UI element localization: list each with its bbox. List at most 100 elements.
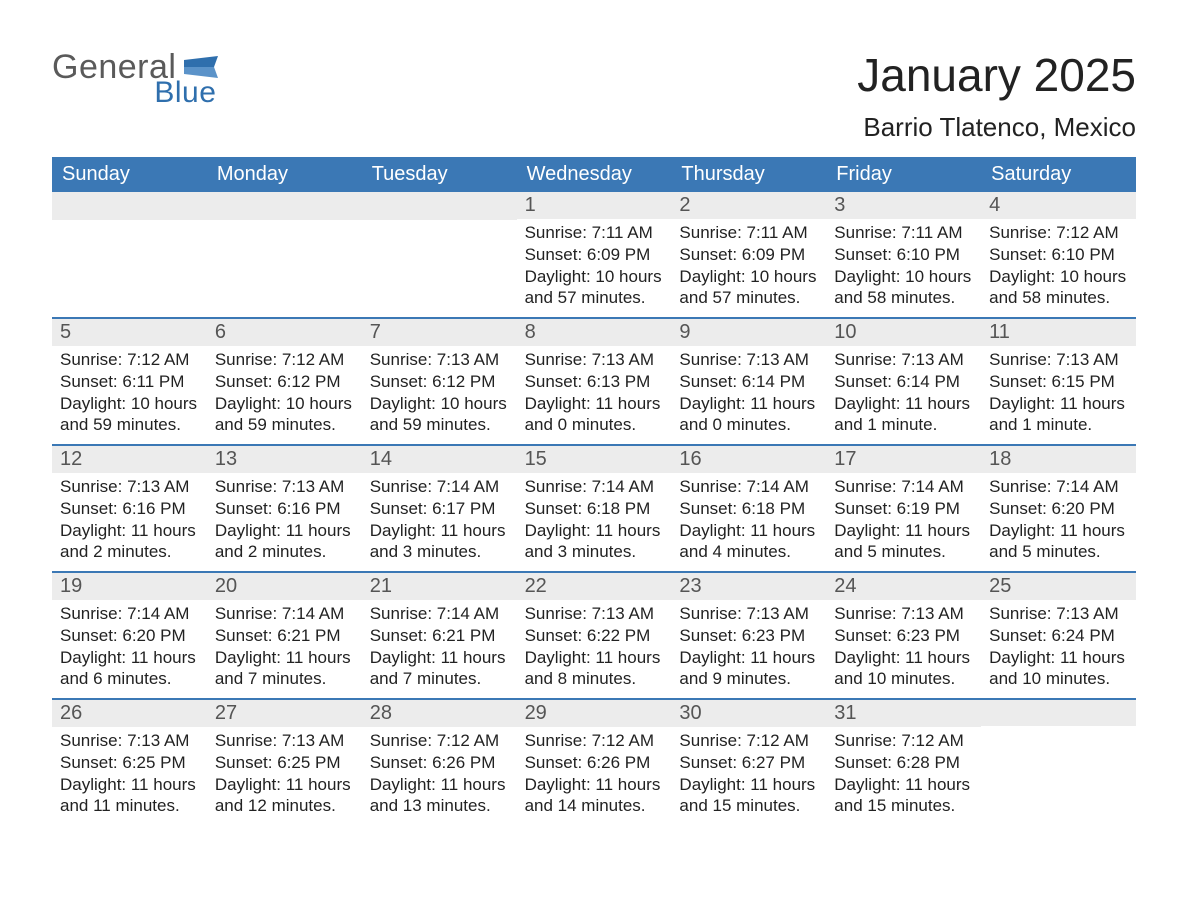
day-number: 14 — [370, 448, 392, 470]
day-number: 27 — [215, 702, 237, 724]
day-number: 20 — [215, 575, 237, 597]
calendar-day: 31Sunrise: 7:12 AMSunset: 6:28 PMDayligh… — [826, 698, 981, 825]
sunrise-line: Sunrise: 7:13 AM — [215, 476, 354, 498]
calendar-day: 18Sunrise: 7:14 AMSunset: 6:20 PMDayligh… — [981, 444, 1136, 571]
dow-wednesday: Wednesday — [517, 157, 672, 192]
sunrise-line: Sunrise: 7:14 AM — [679, 476, 818, 498]
day-number: 8 — [525, 321, 536, 343]
day-number: 4 — [989, 194, 1000, 216]
day-number: 17 — [834, 448, 856, 470]
day-number: 25 — [989, 575, 1011, 597]
calendar-page: General Blue January 2025 Barrio Tlatenc… — [0, 0, 1188, 918]
sunset-line: Sunset: 6:20 PM — [60, 625, 199, 647]
sunrise-line: Sunrise: 7:13 AM — [834, 603, 973, 625]
day-number-row: 17 — [826, 444, 981, 473]
daylight-line: Daylight: 11 hours and 1 minute. — [834, 393, 973, 437]
sunset-line: Sunset: 6:22 PM — [525, 625, 664, 647]
sunset-line: Sunset: 6:25 PM — [60, 752, 199, 774]
day-details: Sunrise: 7:11 AMSunset: 6:09 PMDaylight:… — [517, 219, 672, 317]
daylight-line: Daylight: 11 hours and 11 minutes. — [60, 774, 199, 818]
sunrise-line: Sunrise: 7:11 AM — [525, 222, 664, 244]
sunrise-line: Sunrise: 7:14 AM — [215, 603, 354, 625]
day-number: 19 — [60, 575, 82, 597]
day-details: Sunrise: 7:14 AMSunset: 6:17 PMDaylight:… — [362, 473, 517, 571]
sunset-line: Sunset: 6:12 PM — [370, 371, 509, 393]
day-details: Sunrise: 7:11 AMSunset: 6:09 PMDaylight:… — [671, 219, 826, 317]
day-details: Sunrise: 7:13 AMSunset: 6:22 PMDaylight:… — [517, 600, 672, 698]
day-number-row: 3 — [826, 192, 981, 219]
calendar-week: 1Sunrise: 7:11 AMSunset: 6:09 PMDaylight… — [52, 192, 1136, 317]
day-number: 6 — [215, 321, 226, 343]
sunrise-line: Sunrise: 7:12 AM — [60, 349, 199, 371]
calendar-day: 21Sunrise: 7:14 AMSunset: 6:21 PMDayligh… — [362, 571, 517, 698]
calendar: Sunday Monday Tuesday Wednesday Thursday… — [52, 157, 1136, 825]
daylight-line: Daylight: 11 hours and 4 minutes. — [679, 520, 818, 564]
day-details: Sunrise: 7:14 AMSunset: 6:18 PMDaylight:… — [671, 473, 826, 571]
day-number: 30 — [679, 702, 701, 724]
page-subtitle: Barrio Tlatenco, Mexico — [857, 112, 1136, 143]
dow-saturday: Saturday — [981, 157, 1136, 192]
daylight-line: Daylight: 11 hours and 9 minutes. — [679, 647, 818, 691]
day-number-row: 6 — [207, 317, 362, 346]
sunset-line: Sunset: 6:12 PM — [215, 371, 354, 393]
day-details: Sunrise: 7:13 AMSunset: 6:14 PMDaylight:… — [671, 346, 826, 444]
day-number: 12 — [60, 448, 82, 470]
day-number: 5 — [60, 321, 71, 343]
daylight-line: Daylight: 11 hours and 3 minutes. — [370, 520, 509, 564]
daylight-line: Daylight: 11 hours and 12 minutes. — [215, 774, 354, 818]
sunrise-line: Sunrise: 7:12 AM — [525, 730, 664, 752]
day-number-row: 18 — [981, 444, 1136, 473]
calendar-day: 8Sunrise: 7:13 AMSunset: 6:13 PMDaylight… — [517, 317, 672, 444]
sunset-line: Sunset: 6:26 PM — [370, 752, 509, 774]
sunrise-line: Sunrise: 7:12 AM — [679, 730, 818, 752]
calendar-day: 11Sunrise: 7:13 AMSunset: 6:15 PMDayligh… — [981, 317, 1136, 444]
daylight-line: Daylight: 11 hours and 15 minutes. — [834, 774, 973, 818]
day-number-row: 9 — [671, 317, 826, 346]
day-number: 3 — [834, 194, 845, 216]
day-number-row: 20 — [207, 571, 362, 600]
day-details: Sunrise: 7:14 AMSunset: 6:20 PMDaylight:… — [52, 600, 207, 698]
day-number-row: 11 — [981, 317, 1136, 346]
day-details: Sunrise: 7:12 AMSunset: 6:28 PMDaylight:… — [826, 727, 981, 825]
sunset-line: Sunset: 6:09 PM — [679, 244, 818, 266]
daylight-line: Daylight: 11 hours and 0 minutes. — [525, 393, 664, 437]
day-details: Sunrise: 7:14 AMSunset: 6:20 PMDaylight:… — [981, 473, 1136, 571]
day-details: Sunrise: 7:14 AMSunset: 6:18 PMDaylight:… — [517, 473, 672, 571]
brand-logo: General Blue — [52, 48, 218, 108]
day-number-row — [362, 192, 517, 220]
sunset-line: Sunset: 6:23 PM — [834, 625, 973, 647]
sunrise-line: Sunrise: 7:12 AM — [370, 730, 509, 752]
sunset-line: Sunset: 6:21 PM — [370, 625, 509, 647]
calendar-day: 6Sunrise: 7:12 AMSunset: 6:12 PMDaylight… — [207, 317, 362, 444]
calendar-day: 3 Sunrise: 7:11 AMSunset: 6:10 PMDaylight… — [826, 192, 981, 317]
sunset-line: Sunset: 6:27 PM — [679, 752, 818, 774]
calendar-day: 1Sunrise: 7:11 AMSunset: 6:09 PMDaylight… — [517, 192, 672, 317]
day-number-row: 2 — [671, 192, 826, 219]
sunrise-line: Sunrise: 7:13 AM — [989, 349, 1128, 371]
sunrise-line: Sunrise: 7:13 AM — [989, 603, 1128, 625]
day-number-row: 19 — [52, 571, 207, 600]
dow-tuesday: Tuesday — [362, 157, 517, 192]
sunrise-line: Sunrise: 7:11 AM — [834, 222, 973, 244]
day-details: Sunrise: 7:11 AMSunset: 6:10 PMDaylight:… — [826, 219, 981, 317]
sunrise-line: Sunrise: 7:14 AM — [370, 603, 509, 625]
day-number-row: 31 — [826, 698, 981, 727]
day-number: 23 — [679, 575, 701, 597]
daylight-line: Daylight: 11 hours and 2 minutes. — [60, 520, 199, 564]
calendar-day: 28Sunrise: 7:12 AMSunset: 6:26 PMDayligh… — [362, 698, 517, 825]
day-number: 11 — [989, 321, 1010, 343]
day-details: Sunrise: 7:13 AMSunset: 6:25 PMDaylight:… — [207, 727, 362, 825]
calendar-empty-cell — [362, 192, 517, 317]
calendar-day: 7Sunrise: 7:13 AMSunset: 6:12 PMDaylight… — [362, 317, 517, 444]
day-number-row: 1 — [517, 192, 672, 219]
daylight-line: Daylight: 10 hours and 59 minutes. — [215, 393, 354, 437]
day-number: 9 — [679, 321, 690, 343]
dow-friday: Friday — [826, 157, 981, 192]
day-details: Sunrise: 7:13 AMSunset: 6:14 PMDaylight:… — [826, 346, 981, 444]
day-details: Sunrise: 7:14 AMSunset: 6:19 PMDaylight:… — [826, 473, 981, 571]
sunrise-line: Sunrise: 7:13 AM — [834, 349, 973, 371]
daylight-line: Daylight: 11 hours and 5 minutes. — [834, 520, 973, 564]
day-details: Sunrise: 7:12 AMSunset: 6:11 PMDaylight:… — [52, 346, 207, 444]
calendar-empty-cell — [981, 698, 1136, 825]
day-number: 15 — [525, 448, 547, 470]
